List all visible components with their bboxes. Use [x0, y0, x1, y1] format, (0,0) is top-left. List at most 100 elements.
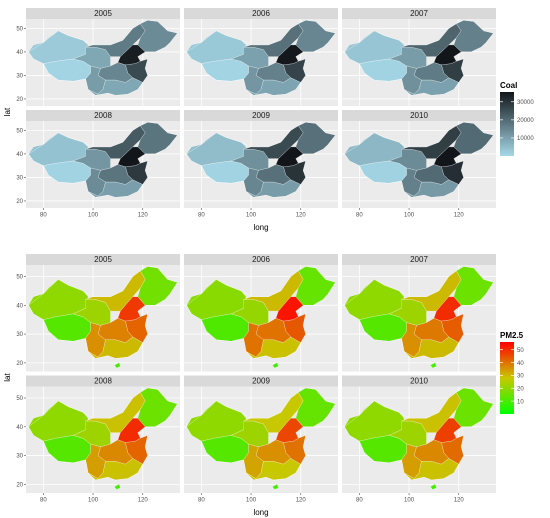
facet-strip-label: 2006 — [252, 9, 270, 18]
y-tick-label: 20 — [16, 361, 23, 367]
facet-strip-label: 2006 — [252, 255, 270, 264]
facet-strip — [26, 110, 180, 121]
province-hainan — [430, 362, 437, 369]
legend: Coal 10000 20000 30000 — [500, 81, 534, 156]
country-outline — [186, 121, 336, 198]
facet-strip-label: 2009 — [252, 377, 270, 386]
y-tick-label: 40 — [16, 50, 23, 56]
legend: PM2.5 10 20 30 40 50 — [500, 331, 524, 414]
country-outline — [344, 387, 494, 481]
legend-break-label: 10000 — [517, 136, 534, 142]
x-tick-label: 120 — [138, 498, 149, 504]
x-tick-label: 100 — [88, 498, 99, 504]
x-tick-label: 100 — [88, 213, 99, 219]
facet-strip — [342, 254, 496, 265]
country-outline — [28, 19, 178, 96]
x-tick-label: 120 — [138, 213, 149, 219]
province-hainan — [272, 362, 279, 369]
facet-strip-label: 2005 — [94, 255, 112, 264]
y-tick-label: 50 — [16, 128, 23, 134]
facet-panel: 2007 — [342, 8, 496, 106]
y-tick-label: 50 — [16, 396, 23, 402]
facet-strip — [342, 375, 496, 387]
facet-strip-label: 2010 — [410, 111, 428, 120]
x-tick-label: 100 — [404, 498, 415, 504]
facet-strip — [184, 110, 338, 121]
province-hainan — [114, 362, 121, 369]
facet-strip — [184, 375, 338, 387]
facet-grid-coal: 2005 20 30 40 50 2006 2007 2008 20 30 40 50 80 100 120… — [3, 8, 534, 232]
facet-panel: 2010 80 100 120 — [342, 110, 496, 219]
x-tick-label: 80 — [356, 213, 363, 219]
x-axis-title: long — [253, 508, 268, 517]
y-tick-label: 40 — [16, 152, 23, 158]
country-outline — [186, 19, 336, 96]
x-tick-label: 120 — [296, 498, 307, 504]
country-outline — [344, 19, 494, 96]
x-axis-title: long — [253, 223, 268, 232]
y-axis-title: lat — [3, 107, 12, 116]
x-tick-label: 80 — [40, 498, 47, 504]
facet-strip-label: 2007 — [410, 255, 428, 264]
legend-break-label: 50 — [517, 348, 524, 354]
x-tick-label: 80 — [198, 498, 205, 504]
facet-strip — [26, 375, 180, 387]
facet-strip — [184, 8, 338, 19]
facet-panel: 2005 20 30 40 50 — [16, 8, 180, 106]
y-tick-label: 30 — [16, 73, 23, 79]
legend-colorbar — [500, 342, 514, 414]
legend-break-label: 40 — [517, 361, 524, 367]
legend-break-label: 20 — [517, 386, 524, 392]
facet-grid-pm25: 2005 20 30 40 50 2006 2007 2008 20 30 40 50 80 100 120… — [3, 254, 524, 517]
legend-colorbar — [500, 92, 514, 156]
province-hainan — [272, 483, 279, 490]
facet-panel: 2006 — [184, 254, 338, 372]
y-tick-label: 40 — [16, 303, 23, 309]
x-tick-label: 100 — [246, 213, 257, 219]
y-tick-label: 20 — [16, 97, 23, 103]
x-tick-label: 80 — [356, 498, 363, 504]
country-outline — [344, 121, 494, 198]
y-tick-label: 20 — [16, 199, 23, 205]
province-hainan — [114, 483, 121, 490]
x-tick-label: 120 — [454, 498, 465, 504]
facet-panel: 2010 80 100 120 — [342, 375, 496, 504]
facet-panel: 2007 — [342, 254, 496, 372]
facet-strip-label: 2009 — [252, 111, 270, 120]
x-tick-label: 120 — [454, 213, 465, 219]
country-outline — [344, 266, 494, 359]
x-tick-label: 80 — [40, 213, 47, 219]
x-tick-label: 100 — [404, 213, 415, 219]
facet-panel: 2009 80 100 120 — [184, 110, 338, 219]
legend-title: Coal — [500, 81, 517, 90]
facet-panel: 2006 — [184, 8, 338, 106]
legend-break-label: 20000 — [517, 118, 534, 124]
country-outline — [28, 121, 178, 198]
facet-panel: 2008 20 30 40 50 80 100 120 — [16, 375, 180, 504]
facet-panel: 2008 20 30 40 50 80 100 120 — [16, 110, 180, 219]
y-tick-label: 30 — [16, 454, 23, 460]
facet-strip-label: 2007 — [410, 9, 428, 18]
legend-break-label: 30 — [517, 374, 524, 380]
facet-panel: 2009 80 100 120 — [184, 375, 338, 504]
legend-break-label: 10 — [517, 399, 524, 405]
facet-strip — [26, 8, 180, 19]
country-outline — [28, 387, 178, 481]
facet-panel: 2005 20 30 40 50 — [16, 254, 180, 372]
facet-strip-label: 2008 — [94, 377, 112, 386]
legend-title: PM2.5 — [500, 331, 524, 340]
facet-strip — [342, 110, 496, 121]
y-tick-label: 40 — [16, 425, 23, 431]
country-outline — [186, 266, 336, 359]
facet-strip-label: 2010 — [410, 377, 428, 386]
facet-strip — [184, 254, 338, 265]
x-tick-label: 100 — [246, 498, 257, 504]
y-tick-label: 50 — [16, 275, 23, 281]
legend-break-label: 30000 — [517, 100, 534, 106]
y-axis-title: lat — [3, 373, 12, 382]
facet-strip — [342, 8, 496, 19]
facet-strip-label: 2005 — [94, 9, 112, 18]
y-tick-label: 30 — [16, 332, 23, 338]
facet-strip — [26, 254, 180, 265]
